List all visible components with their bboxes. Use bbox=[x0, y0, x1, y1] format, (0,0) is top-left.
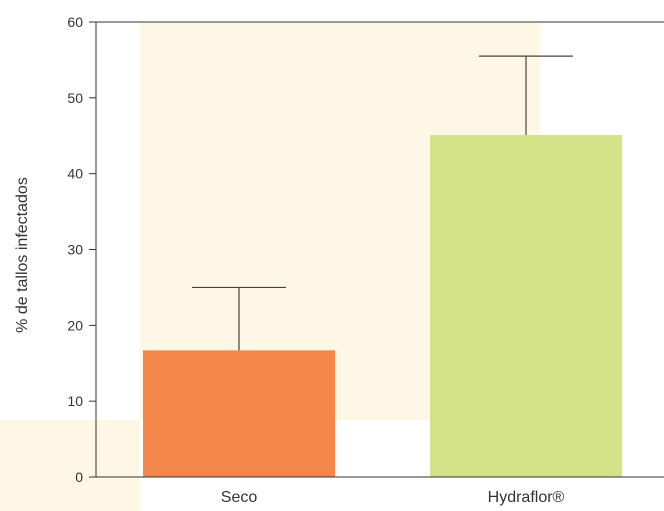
y-ticks: 0 10 20 30 40 50 60 bbox=[67, 14, 96, 485]
y-tick-label: 20 bbox=[67, 317, 83, 333]
y-tick-label: 0 bbox=[75, 469, 83, 485]
x-tick-label: Seco bbox=[221, 489, 258, 506]
y-axis-title: % de tallos infectados bbox=[14, 177, 31, 333]
background-panel-corner bbox=[0, 420, 140, 511]
y-tick-label: 10 bbox=[67, 393, 83, 409]
x-tick-labels: Seco Hydraflor® bbox=[221, 489, 565, 506]
y-tick-label: 30 bbox=[67, 242, 83, 258]
bars bbox=[143, 134, 622, 477]
y-tick-label: 40 bbox=[67, 166, 83, 182]
bar-seco bbox=[143, 350, 335, 477]
x-tick-label: Hydraflor® bbox=[488, 489, 565, 506]
error-bars bbox=[192, 55, 573, 351]
y-tick-label: 50 bbox=[67, 90, 83, 106]
bar-hydraflor bbox=[430, 134, 622, 477]
y-tick-label: 60 bbox=[67, 14, 83, 30]
